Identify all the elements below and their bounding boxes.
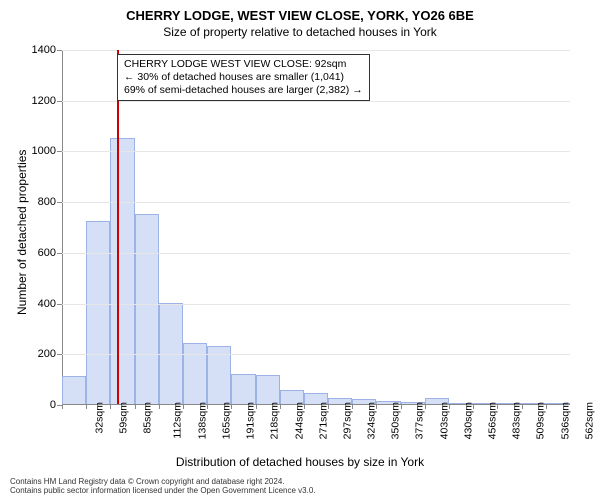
y-tick-label: 0	[22, 399, 62, 411]
x-tick-mark	[425, 404, 426, 409]
x-tick-mark	[328, 404, 329, 409]
bar	[183, 343, 207, 404]
y-tick-label: 600	[22, 247, 62, 259]
bar	[159, 303, 183, 404]
x-tick-label: 536sqm	[559, 402, 571, 439]
x-tick-mark	[231, 404, 232, 409]
x-tick-mark	[304, 404, 305, 409]
x-tick-mark	[352, 404, 353, 409]
x-tick-label: 562sqm	[583, 402, 595, 439]
annotation-line3: 69% of semi-detached houses are larger (…	[124, 84, 363, 97]
y-tick-label: 1000	[22, 145, 62, 157]
y-tick-label: 200	[22, 348, 62, 360]
x-tick-mark	[86, 404, 87, 409]
y-tick-label: 400	[22, 298, 62, 310]
bar	[256, 375, 280, 404]
y-gridline	[62, 151, 570, 152]
x-tick-mark	[449, 404, 450, 409]
x-tick-mark	[497, 404, 498, 409]
bar	[62, 376, 86, 404]
x-tick-mark	[207, 404, 208, 409]
x-tick-label: 85sqm	[142, 402, 154, 434]
bars-layer	[62, 50, 570, 404]
y-tick-label: 1400	[22, 44, 62, 56]
x-axis-label: Distribution of detached houses by size …	[0, 455, 600, 469]
y-axis-label: Number of detached properties	[15, 150, 29, 315]
annotation-line1: CHERRY LODGE WEST VIEW CLOSE: 92sqm	[124, 58, 363, 71]
x-tick-mark	[256, 404, 257, 409]
x-tick-mark	[135, 404, 136, 409]
x-tick-mark	[110, 404, 111, 409]
y-tick-label: 800	[22, 196, 62, 208]
x-tick-mark	[522, 404, 523, 409]
y-gridline	[62, 253, 570, 254]
y-gridline	[62, 354, 570, 355]
bar	[135, 214, 159, 404]
x-tick-mark	[159, 404, 160, 409]
footer: Contains HM Land Registry data © Crown c…	[10, 478, 316, 496]
marker-line	[117, 50, 119, 404]
chart-subtitle: Size of property relative to detached ho…	[0, 23, 600, 39]
x-tick-mark	[546, 404, 547, 409]
annotation-line2: ← 30% of detached houses are smaller (1,…	[124, 71, 363, 84]
x-tick-mark	[280, 404, 281, 409]
x-tick-label: 59sqm	[118, 402, 130, 434]
y-gridline	[62, 304, 570, 305]
x-tick-mark	[401, 404, 402, 409]
y-tick-label: 1200	[22, 95, 62, 107]
x-tick-mark	[376, 404, 377, 409]
annotation-box: CHERRY LODGE WEST VIEW CLOSE: 92sqm ← 30…	[117, 54, 370, 101]
plot-area: CHERRY LODGE WEST VIEW CLOSE: 92sqm ← 30…	[62, 50, 570, 405]
x-tick-label: 32sqm	[94, 402, 106, 434]
chart-container: CHERRY LODGE, WEST VIEW CLOSE, YORK, YO2…	[0, 0, 600, 500]
bar	[231, 374, 255, 404]
x-tick-label: 112sqm	[171, 402, 183, 439]
bar	[110, 138, 134, 404]
x-tick-mark	[62, 404, 63, 409]
y-gridline	[62, 202, 570, 203]
y-gridline	[62, 50, 570, 51]
x-tick-mark	[473, 404, 474, 409]
bar	[86, 221, 110, 404]
chart-title: CHERRY LODGE, WEST VIEW CLOSE, YORK, YO2…	[0, 0, 600, 23]
x-tick-mark	[183, 404, 184, 409]
footer-line2: Contains public sector information licen…	[10, 487, 316, 496]
